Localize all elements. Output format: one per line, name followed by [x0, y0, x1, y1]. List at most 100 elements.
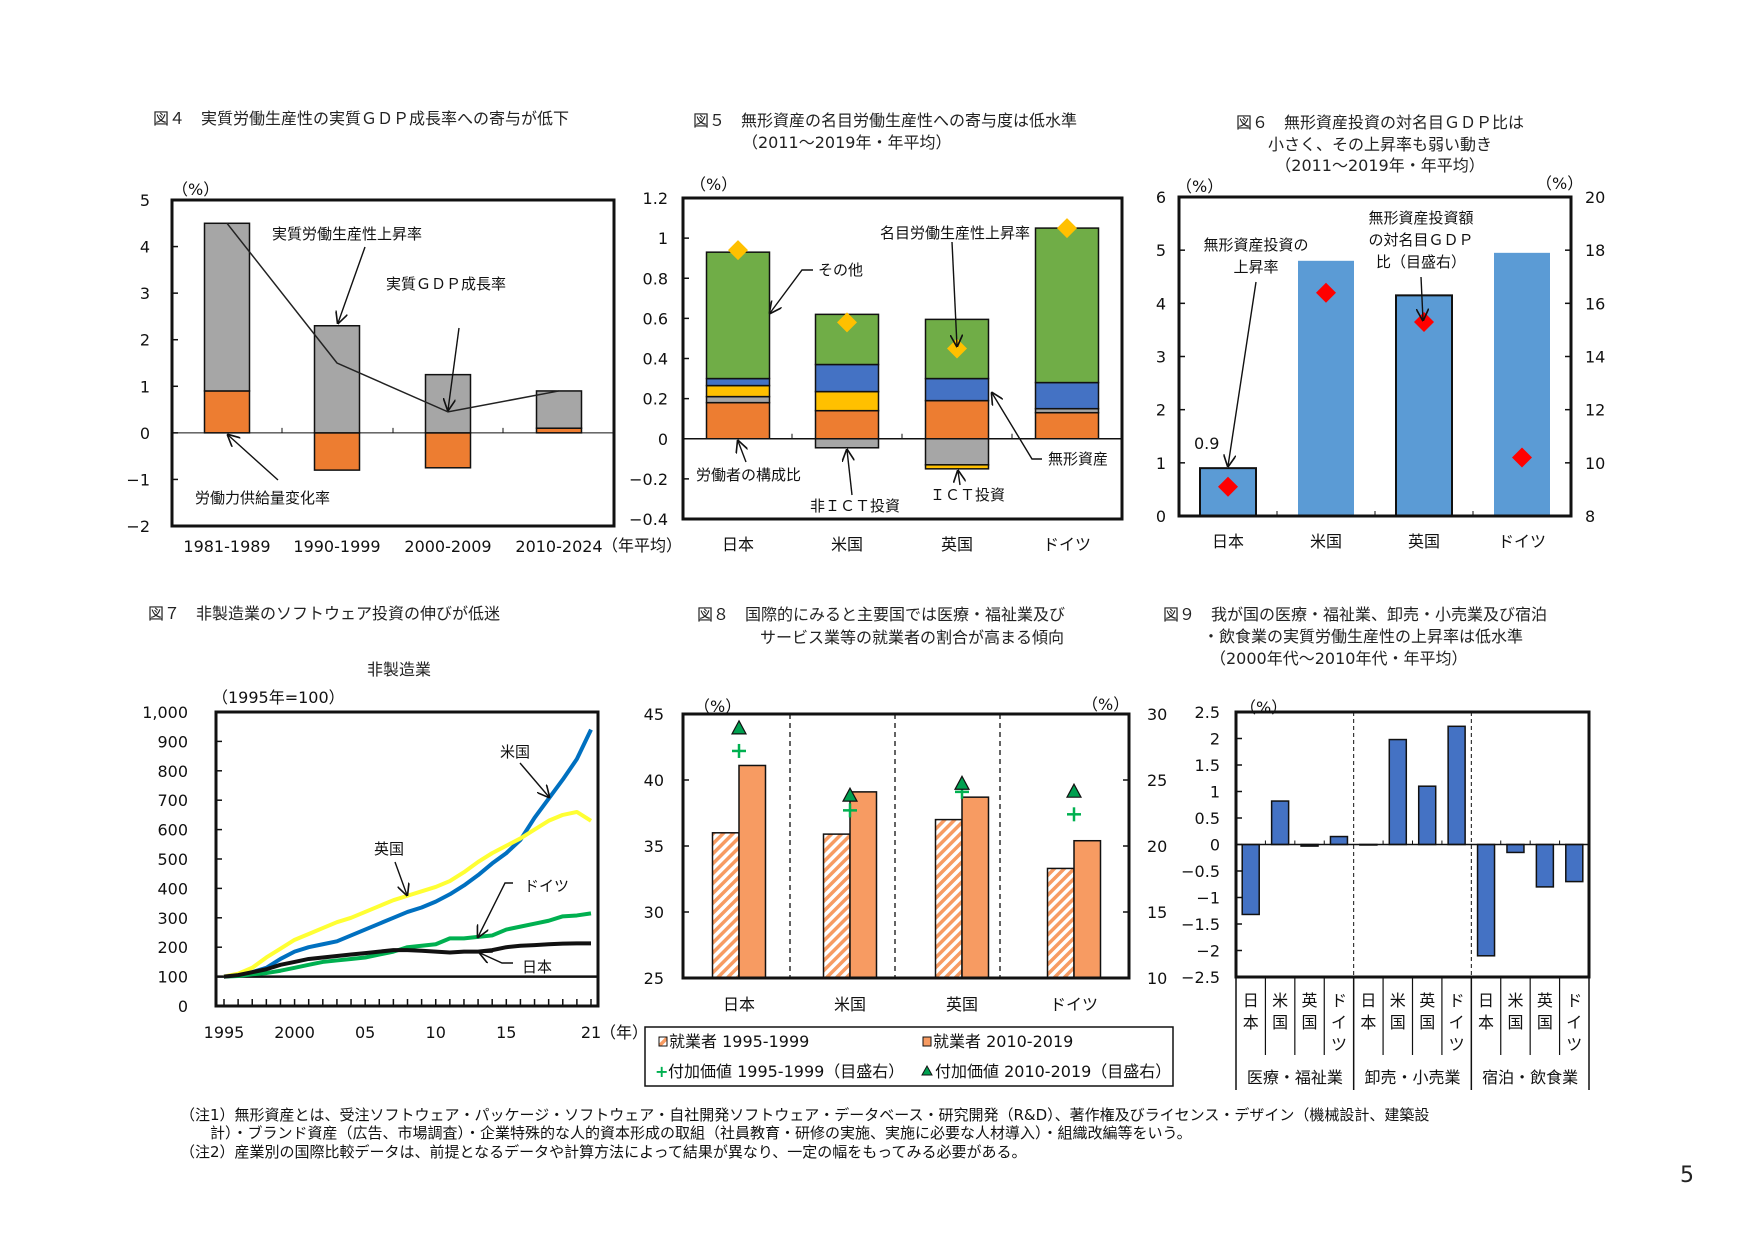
fig8-legend-label: 就業者 2010-2019 [933, 1032, 1073, 1051]
fig7-y-tick-label: 400 [157, 879, 188, 898]
fig7-arrow [480, 953, 513, 964]
legend-triangle-icon [921, 1064, 933, 1076]
fig5-subtitle: （2011～2019年・年平均） [742, 133, 951, 152]
fig9-x-label: 英国 [1302, 991, 1318, 1032]
fig7-y-tick-label: 800 [157, 762, 188, 781]
fig5-label-intangible: 無形資産 [1048, 450, 1108, 468]
fig5-bar-other [705, 251, 771, 380]
fig8-y-tick-label: 40 [644, 771, 664, 790]
fig9-x-label-char: ツ [1331, 1035, 1347, 1054]
fig4-y-tick-label: 0 [140, 424, 150, 443]
fig7-y-tick-label: 1,000 [142, 703, 188, 722]
fig8-bar-employed-2010 [849, 791, 878, 979]
fig9-x-label-char: 本 [1478, 1013, 1494, 1032]
fig5-label-nominal-productivity: 名目労働生産性上昇率 [880, 224, 1030, 242]
page-number: 5 [1680, 1163, 1694, 1188]
fig7-y-tick-label: 0 [178, 997, 188, 1016]
fig5-y-tick-label: 0.4 [643, 350, 668, 369]
fig6-unit-left: （%） [1176, 177, 1223, 196]
fig6-y2-tick-label: 12 [1585, 401, 1605, 420]
fig5-y-tick-label: 0 [658, 430, 668, 449]
fig9-bar [1535, 843, 1555, 888]
fig6-arrow-growth [1228, 281, 1257, 466]
fig5-label-labor: 労働者の構成比 [696, 466, 801, 484]
fig8-legend-label: 付加価値 2010-2019（目盛右） [935, 1062, 1171, 1081]
fig8-bar-employed-1995 [1046, 867, 1075, 979]
fig4-y-tick-label: 5 [140, 191, 150, 210]
fig6-subtitle: （2011～2019年・年平均） [1275, 156, 1484, 175]
fig5-y-tick-label: 0.6 [643, 309, 668, 328]
fig4-y-tick-label: 3 [140, 284, 150, 303]
fig9-y-tick-label: −2 [1196, 942, 1220, 961]
fig4-bar-productivity [424, 373, 472, 434]
fig7-x-label: 15 [496, 1023, 516, 1042]
fig7-label-日本: 日本 [522, 958, 552, 976]
fig4-x-label: 1981-1989 [183, 537, 270, 556]
fig6-bar [1298, 260, 1354, 516]
fig7-x-label: 05 [355, 1023, 375, 1042]
footnote-2: （注2）産業別の国際比較データは、前提となるデータや計算方法によって結果が異なり… [180, 1143, 1027, 1161]
fig4-x-label: 2000-2009 [404, 537, 491, 556]
fig4-x-suffix: （年平均） [602, 536, 682, 555]
fig9-x-label-char: 国 [1272, 1013, 1288, 1032]
fig5-x-label: 日本 [722, 535, 754, 554]
fig5-chart: （%） 1.2 1 0.8 0.6 0.4 0.2 0 −0.2 −0.4 日本 米国 英国 ドイツ 名目労… [629, 175, 1124, 554]
fig9-y-tick-label: 1 [1210, 783, 1220, 802]
fig4-bar-productivity [203, 222, 251, 392]
fig8-title-line2: サービス業等の就業者の割合が高まる傾向 [760, 628, 1064, 647]
fig9-x-label-char: 日 [1478, 991, 1494, 1010]
fig7-plot-frame [214, 710, 600, 1008]
fig6-unit-right: （%） [1536, 174, 1583, 193]
fig8-bar-employed-1995 [822, 833, 851, 979]
fig5-bar-ict [705, 384, 771, 398]
fig4-label-gdp: 実質ＧＤＰ成長率 [386, 275, 506, 293]
fig7-line-日本 [223, 941, 591, 979]
fig7-line-ドイツ [223, 911, 592, 979]
fig9-x-label-char: 米 [1507, 991, 1523, 1010]
fig9-bar [1270, 800, 1290, 846]
fig5-bar-labor [814, 409, 880, 440]
fig7-x-label: 10 [426, 1023, 446, 1042]
fig6-y2-tick-label: 8 [1585, 507, 1595, 526]
fig6-y-tick-label: 4 [1156, 294, 1166, 313]
fig9-y-tick-label: 0 [1210, 836, 1220, 855]
fig9-x-label-char: ツ [1449, 1035, 1465, 1054]
fig6-y-tick-label: 1 [1156, 454, 1166, 473]
fig9-y-tick-label: −0.5 [1181, 862, 1220, 881]
fig5-y-tick-label: −0.4 [629, 510, 668, 529]
fig9-bar [1476, 843, 1496, 957]
fig4-x-label: 1990-1999 [293, 537, 380, 556]
fig5-arrow-labor [738, 441, 746, 463]
fig9-x-label: ドイツ [1331, 991, 1347, 1054]
fig8-legend: 就業者 1995-1999 就業者 2010-2019 + 付加価値 1995-199… [644, 1026, 1174, 1087]
fig4-label-productivity: 実質労働生産性上昇率 [272, 225, 422, 243]
fig9-x-label-char: 本 [1243, 1013, 1259, 1032]
fig9-group-label: 医療・福祉業 [1247, 1068, 1343, 1087]
fig4-label-labor: 労働力供給量変化率 [195, 489, 330, 507]
fig6-diamond-marker [1512, 447, 1532, 468]
fig6-x-label: ドイツ [1498, 532, 1546, 551]
fig8-triangle-marker [730, 719, 748, 735]
fig7-y-tick-label: 700 [157, 791, 188, 810]
fig8-x-label: 米国 [834, 995, 866, 1014]
fig6-label-ratio: 比（目盛右） [1376, 253, 1466, 271]
fig4-bar-productivity [535, 390, 583, 429]
fig5-arrow-nominal [952, 241, 957, 346]
fig9-bar [1388, 738, 1408, 846]
fig9-x-label: 米国 [1390, 991, 1406, 1032]
fig6-y-tick-label: 6 [1156, 188, 1166, 207]
fig5-diamond-marker [837, 312, 857, 333]
fig7-arrow [519, 762, 549, 797]
fig5-label-ict: ＩＣＴ投資 [930, 486, 1005, 504]
fig7-subtitle: 非製造業 [367, 660, 431, 679]
fig6-y2-tick-label: 10 [1585, 454, 1605, 473]
fig5-x-label: 英国 [941, 535, 973, 554]
fig9-x-label-char: ツ [1566, 1035, 1582, 1054]
fig9-x-label: 日本 [1478, 991, 1494, 1032]
fig9-x-label-char: 国 [1390, 1013, 1406, 1032]
fig9-y-tick-label: 2 [1210, 730, 1220, 749]
fig9-x-label: 英国 [1537, 991, 1553, 1032]
fig7-arrow [478, 882, 513, 937]
fig5-bar-labor [1034, 411, 1100, 440]
